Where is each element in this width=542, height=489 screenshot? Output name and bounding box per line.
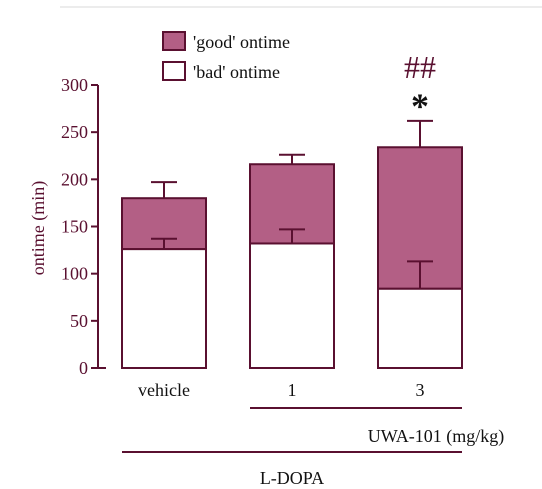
legend-label-good: 'good' ontime [193,32,290,52]
y-tick-label: 250 [61,122,88,142]
legend-swatch-bad [162,61,186,81]
legend: 'good' ontime 'bad' ontime [162,31,290,82]
y-tick-label: 200 [61,169,88,189]
group-label: UWA-101 (mg/kg) [368,426,504,447]
group-label: L-DOPA [260,468,324,488]
significance-star: * [411,86,429,126]
y-tick-label: 150 [61,217,88,237]
x-tick-label: vehicle [138,380,190,400]
legend-label-bad: 'bad' ontime [193,62,280,82]
y-tick-label: 100 [61,264,88,284]
x-tick-label: 3 [416,380,425,400]
significance-hash: ## [404,49,436,85]
group-labels: UWA-101 (mg/kg) L-DOPA [122,407,504,488]
annotations: *## [404,49,436,126]
x-axis-labels: vehicle 1 3 [138,380,424,400]
bar-segment-bad [377,287,463,370]
bar-segment-bad [249,242,335,369]
bars [121,119,463,370]
x-tick-label: 1 [288,380,297,400]
y-axis: 0 50 100 150 200 250 300 [61,75,106,378]
y-tick-label: 0 [79,358,88,378]
y-tick-label: 50 [70,311,88,331]
bar-segment-bad [121,248,207,369]
y-tick-label: 300 [61,75,88,95]
legend-swatch-good [162,31,186,51]
y-axis-title: ontime (min) [28,181,49,275]
